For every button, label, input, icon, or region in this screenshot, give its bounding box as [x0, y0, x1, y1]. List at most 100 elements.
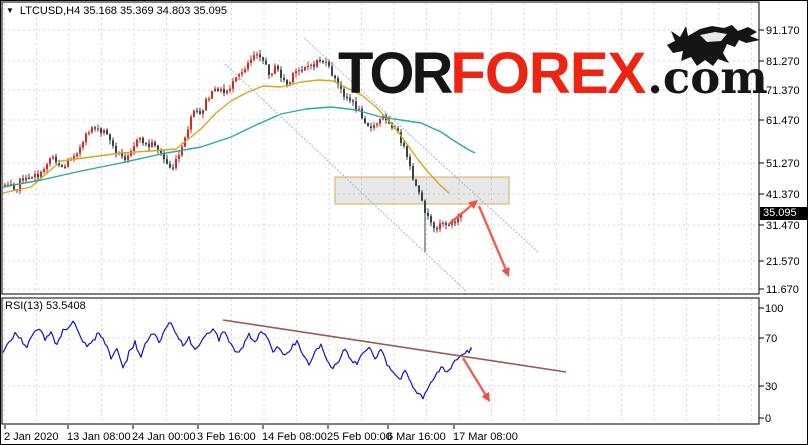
- candle-body: [271, 73, 273, 75]
- candle-body: [208, 98, 210, 100]
- channel-lower-line: [224, 63, 467, 292]
- candle-body: [340, 84, 342, 89]
- rsi-trendline: [222, 319, 567, 373]
- symbol-ohlc-title: LTCUSD,H4 35.168 35.369 34.803 35.095: [19, 5, 228, 17]
- candle-body: [436, 228, 438, 230]
- candle-body: [244, 69, 246, 73]
- candle-body: [223, 88, 225, 94]
- candle-body: [235, 77, 237, 82]
- candle-body: [379, 119, 381, 124]
- candle-body: [214, 88, 216, 92]
- candle-body: [133, 146, 135, 151]
- candle-body: [295, 71, 297, 74]
- candle-body: [322, 61, 324, 63]
- candle-body: [130, 150, 132, 156]
- symbol-dropdown-icon[interactable]: ▼: [6, 6, 14, 15]
- candle-body: [313, 64, 315, 67]
- price-axis-label: 51.270: [766, 158, 800, 170]
- candle-body: [151, 142, 153, 148]
- candle-body: [430, 216, 432, 223]
- candle-body: [238, 74, 240, 78]
- candle-body: [49, 158, 51, 165]
- candle-body: [280, 69, 282, 78]
- candle-body: [292, 73, 294, 83]
- candle-body: [34, 174, 36, 178]
- candle-body: [418, 185, 420, 193]
- candle-body: [427, 212, 429, 217]
- candle-body: [109, 134, 111, 141]
- candle-body: [364, 118, 366, 124]
- candle-body: [37, 174, 39, 178]
- candle-body: [190, 116, 192, 130]
- main-panel-border: [1, 1, 760, 295]
- time-axis-label: 13 Jan 08:00: [67, 431, 131, 443]
- candle-body: [268, 64, 270, 75]
- candle-body: [61, 165, 63, 167]
- candle-body: [334, 75, 336, 79]
- candle-body: [76, 153, 78, 157]
- candle-body: [415, 179, 417, 186]
- candle-body: [58, 162, 60, 166]
- forecast-arrow-down-head: [501, 266, 510, 277]
- logo-text-forex: FOREX: [450, 41, 646, 106]
- forecast-arrow-down: [477, 205, 507, 270]
- candle-body: [172, 167, 174, 169]
- candle-body: [421, 192, 423, 201]
- time-axis-label: 3 Feb 16:00: [197, 431, 256, 443]
- candle-body: [358, 108, 360, 110]
- candle-body: [115, 145, 117, 154]
- candle-body: [67, 160, 69, 167]
- time-axis-label: 24 Jan 00:00: [132, 431, 196, 443]
- candle-body: [289, 82, 291, 85]
- price-axis-label: 71.370: [766, 85, 800, 97]
- rsi-line: [2, 320, 472, 400]
- rsi-indicator-title: RSI(13) 53.5408: [5, 300, 86, 312]
- candle-body: [403, 142, 405, 147]
- candle-body: [259, 54, 261, 58]
- candle-body: [127, 155, 129, 161]
- candle-body: [199, 110, 201, 114]
- candle-body: [373, 125, 375, 128]
- candle-body: [442, 222, 444, 224]
- price-axis-label: 11.670: [766, 284, 799, 296]
- candle-body: [274, 65, 276, 74]
- candle-body: [22, 178, 24, 181]
- rsi-forecast-arrow: [461, 357, 487, 395]
- candle-body: [265, 60, 267, 65]
- candle-body: [121, 152, 123, 157]
- candle-body: [166, 159, 168, 164]
- logo-text-com: .com: [647, 51, 768, 104]
- candle-body: [337, 78, 339, 85]
- candle-body: [361, 108, 363, 119]
- candle-body: [352, 100, 354, 102]
- candle-body: [247, 62, 249, 70]
- ma-fast-line: [2, 79, 450, 194]
- candle-body: [142, 137, 144, 144]
- time-axis-label: 14 Feb 08:00: [262, 431, 327, 443]
- candle-body: [139, 137, 141, 140]
- candle-body: [187, 129, 189, 138]
- candle-body: [409, 156, 411, 167]
- candle-body: [250, 59, 252, 63]
- candle-body: [316, 59, 318, 67]
- candle-body: [160, 149, 162, 153]
- candle-body: [4, 184, 6, 186]
- candle-body: [226, 90, 228, 94]
- rsi-forecast-arrow-head: [481, 392, 490, 402]
- candle-body: [145, 143, 147, 145]
- candle-body: [304, 67, 306, 71]
- candle-body: [367, 123, 369, 127]
- candle-body: [460, 213, 462, 218]
- candle-body: [175, 158, 177, 168]
- rsi-panel-border: [1, 297, 760, 425]
- symbol-title-bar: ▼ LTCUSD,H4 35.168 35.369 34.803 35.095: [6, 5, 227, 17]
- candle-body: [370, 126, 372, 128]
- candle-body: [64, 166, 66, 168]
- candle-body: [112, 140, 114, 146]
- current-price-tag: 35.095: [760, 207, 807, 220]
- ma-slow-line: [2, 106, 476, 188]
- logo-text-tor: TOR: [338, 41, 453, 106]
- price-axis-label: 31.470: [766, 220, 800, 232]
- forecast-arrow-up-head: [468, 200, 478, 210]
